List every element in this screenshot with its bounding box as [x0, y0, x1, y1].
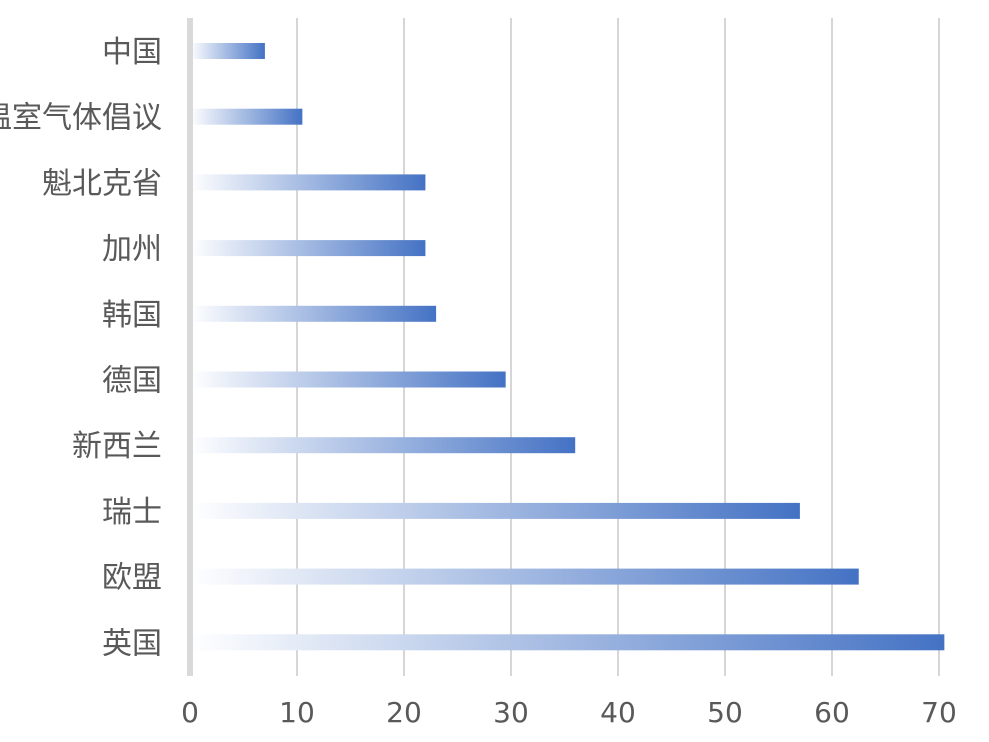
gridlines: [296, 18, 940, 676]
bar: [190, 108, 303, 125]
category-label: 韩国: [102, 298, 162, 333]
bar: [190, 634, 945, 651]
category-label: 瑞士: [102, 495, 162, 530]
bar: [190, 568, 859, 585]
x-tick-label: 40: [600, 696, 636, 729]
category-label: 新西兰: [72, 429, 162, 464]
bar: [190, 240, 426, 257]
bar: [190, 174, 426, 191]
x-tick-label: 20: [386, 696, 422, 729]
category-label: 英国: [102, 626, 162, 661]
x-tick-label: 30: [493, 696, 529, 729]
tick-labels: 0 10 20 30 40 50 60 70: [181, 696, 957, 729]
category-label: 欧盟: [102, 561, 162, 596]
category-label: 温室气体倡议: [0, 101, 162, 136]
bar: [190, 371, 506, 388]
bar: [190, 305, 437, 322]
category-label: 魁北克省: [42, 166, 162, 201]
x-tick-label: 50: [707, 696, 743, 729]
bar: [190, 502, 800, 519]
x-tick-label: 0: [181, 696, 199, 729]
category-label: 加州: [102, 232, 162, 267]
bar: [190, 437, 576, 454]
category-label: 中国: [102, 35, 162, 70]
x-tick-label: 10: [279, 696, 315, 729]
bars: [190, 43, 945, 651]
bar: [190, 43, 265, 59]
x-tick-label: 70: [921, 696, 957, 729]
category-label: 德国: [102, 364, 162, 399]
x-tick-label: 60: [814, 696, 850, 729]
